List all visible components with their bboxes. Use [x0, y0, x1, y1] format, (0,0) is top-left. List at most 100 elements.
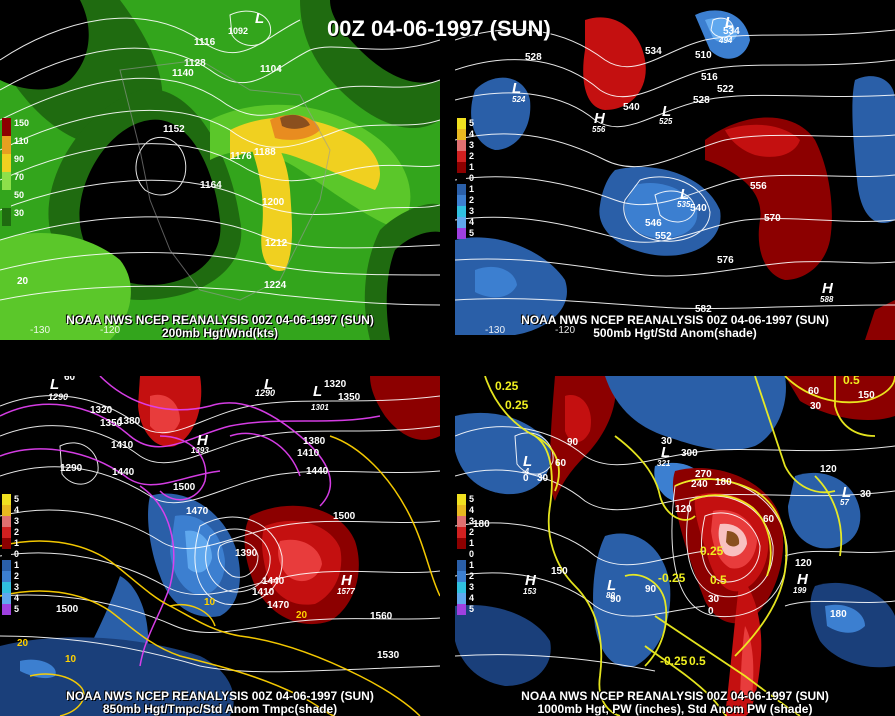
low-pressure-marker: L [725, 14, 735, 31]
contour-label: 1500 [56, 604, 79, 615]
legend-swatch [457, 228, 466, 239]
legend-swatch [457, 140, 466, 151]
map-850mb [0, 376, 440, 716]
contour-label: 120 [675, 504, 692, 515]
contour-label: 582 [695, 304, 712, 315]
low-pressure-marker: L [50, 376, 60, 393]
legend-swatch [2, 538, 11, 549]
pressure-value: -4 [522, 467, 530, 476]
contour-label: 1290 [255, 388, 276, 398]
legend-swatch [457, 151, 466, 162]
contour-label: 552 [655, 231, 672, 242]
low-pressure-marker: L [661, 444, 671, 461]
legend-label: 30 [14, 208, 25, 218]
contour-label: 1500 [333, 511, 356, 522]
isotherm-label: 20 [296, 610, 308, 621]
pressure-value: 524 [512, 95, 526, 104]
contour-label: 576 [717, 255, 734, 266]
pw-label: 0.5 [710, 573, 727, 587]
isotherm-label: 20 [17, 638, 29, 649]
contour-label: 1560 [370, 611, 393, 622]
contour-label: 540 [623, 102, 640, 113]
legend-label: 3 [14, 582, 20, 592]
panel-caption: NOAA NWS NCEP REANALYSIS 00Z 04-06-1997 … [521, 689, 829, 703]
contour-label: 0 [708, 606, 714, 617]
legend-swatch [2, 571, 11, 582]
legend-label: 1 [469, 538, 475, 548]
legend-label: 5 [469, 118, 475, 128]
legend-label: 4 [14, 593, 20, 603]
contour-label: 180 [473, 519, 490, 530]
legend-label: 3 [469, 206, 475, 216]
contour-label: 528 [693, 95, 710, 106]
low-pressure-marker: L [662, 103, 672, 120]
legend-label: 90 [14, 154, 25, 164]
contour-label: 90 [645, 584, 657, 595]
legend-swatch [457, 206, 466, 217]
contour-label: 30 [810, 401, 822, 412]
legend-label: 150 [14, 118, 30, 128]
pw-label: 0.25 [505, 398, 529, 412]
pressure-value: 588 [820, 295, 834, 304]
contour-label: 1188 [254, 147, 276, 158]
contour-label: 150 [858, 390, 875, 401]
legend-swatch [2, 208, 11, 226]
contour-label: 30 [537, 473, 549, 484]
contour-label: 1470 [186, 506, 209, 517]
pw-label: -0.25 [660, 654, 688, 668]
contour-label: 1224 [264, 280, 287, 291]
contour-label: 1500 [173, 482, 196, 493]
high-pressure-marker: H [525, 572, 536, 589]
contour-label: 1410 [111, 440, 134, 451]
pw-label: 0.5 [689, 654, 706, 668]
contour-label: 570 [764, 213, 781, 224]
panel-caption: NOAA NWS NCEP REANALYSIS 00Z 04-06-1997 … [66, 689, 374, 703]
contour-label: 534 [645, 46, 662, 57]
legend-label: 2 [14, 527, 20, 537]
legend-label: 5 [14, 604, 20, 614]
contour-label: 556 [750, 181, 767, 192]
contour-label: 90 [567, 437, 579, 448]
legend-label: 2 [469, 527, 475, 537]
contour-label: 60 [763, 514, 775, 525]
legend-label: 2 [14, 571, 20, 581]
legend-swatch [2, 527, 11, 538]
contour-label: 30 [708, 594, 720, 605]
contour-label: 546 [645, 218, 662, 229]
panel-subcaption: 200mb Hgt/Wnd(kts) [161, 326, 278, 340]
pressure-value: 535 [677, 200, 691, 209]
legend-label: 0 [14, 549, 20, 559]
legend-label: 2 [469, 195, 475, 205]
legend-swatch [457, 162, 466, 173]
contour-label: 1320 [90, 405, 113, 416]
legend-label: 70 [14, 172, 25, 182]
contour-label: 1140 [172, 68, 194, 79]
contour-label: 1410 [297, 448, 320, 459]
pressure-value: 556 [592, 125, 606, 134]
legend-swatch [457, 505, 466, 516]
contour-label: 540 [690, 203, 707, 214]
legend-swatch [2, 549, 11, 560]
pw-label: 0.5 [843, 376, 860, 387]
contour-label: 1470 [267, 600, 290, 611]
legend-label: 3 [469, 140, 475, 150]
high-pressure-marker: H [197, 432, 208, 449]
wind-legend: 150 110 90 70 50 30 [2, 118, 30, 226]
legend-swatch [457, 549, 466, 560]
legend-swatch [2, 516, 11, 527]
legend-swatch [457, 217, 466, 228]
panel-200mb: 150 110 90 70 50 30 1116 1092 1128 1140 1104 … [0, 0, 440, 340]
legend-label: 0 [469, 173, 475, 183]
contour-label: 1176 [230, 151, 252, 162]
pressure-value: 153 [523, 587, 537, 596]
legend-swatch [2, 582, 11, 593]
contour-label: 1380 [118, 416, 141, 427]
contour-label: 510 [695, 50, 712, 61]
map-title: 00Z 04-06-1997 (SUN) [327, 16, 551, 41]
legend-swatch [457, 195, 466, 206]
contour-label: 180 [715, 477, 732, 488]
contour-label: 1290 [48, 392, 69, 402]
low-pressure-marker: L [680, 186, 690, 203]
